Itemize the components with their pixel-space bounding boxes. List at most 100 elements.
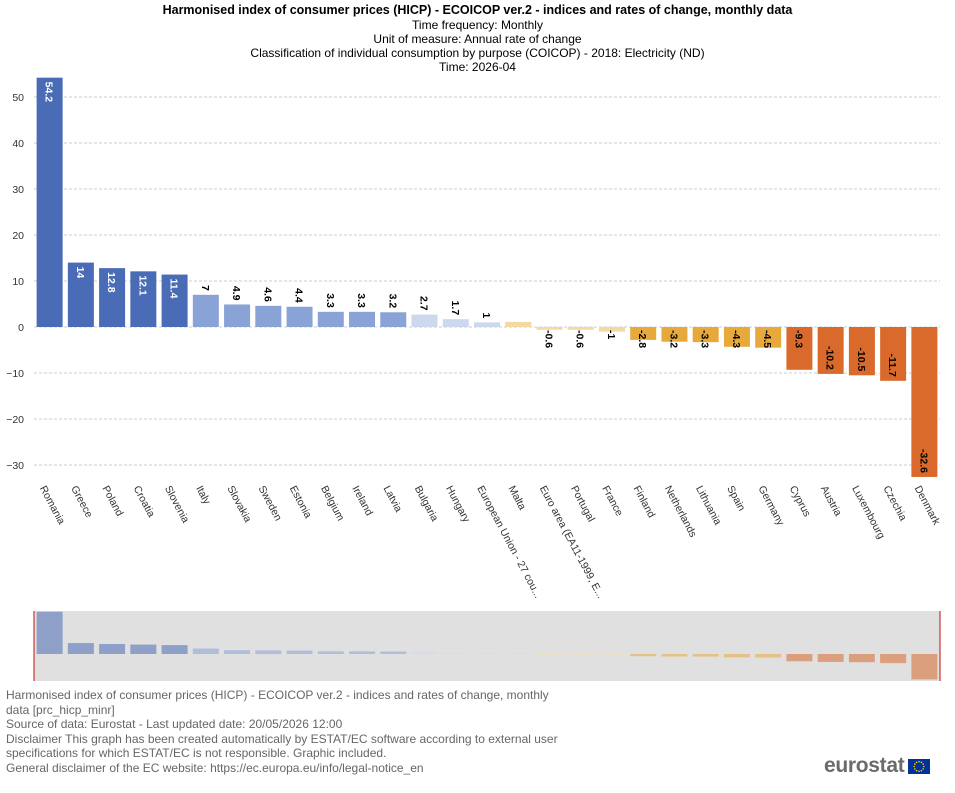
x-tick-label: Slovenia [162,484,192,525]
bar[interactable] [36,77,63,328]
x-tick-label: Ireland [349,484,375,518]
data-label: 1 [480,313,492,319]
flag-star [914,767,917,770]
flag-star [923,765,926,767]
y-tick-label: 0 [18,322,24,334]
footer-disclaimer-cont: specifications for which ESTAT/EC is not… [6,746,387,760]
navigator-bar [755,654,782,658]
bar[interactable] [880,327,907,381]
data-label: 14 [74,267,86,279]
x-tick-label: Portugal [568,484,597,524]
time-period: Time: 2026-04 [439,60,516,74]
navigator-bar [161,645,188,654]
bar[interactable] [67,262,94,327]
data-label: 2.7 [418,296,430,311]
x-tick-label: Euro area (EA11-1999, E... [537,484,607,601]
data-label: 4.4 [293,288,305,303]
bar[interactable] [598,327,625,332]
bar[interactable] [192,294,219,327]
y-tick-label: 20 [12,230,24,242]
x-tick-label: Croatia [131,484,158,520]
flag-star [913,765,916,767]
navigator-bar [442,652,469,654]
bar[interactable] [817,327,844,374]
x-tick-label: European Union - 27 cou... [474,484,544,600]
bar[interactable] [567,327,594,330]
bar[interactable] [661,327,688,342]
bar[interactable] [255,305,282,327]
bar[interactable] [224,304,251,327]
flag-star [916,769,918,771]
x-tick-label: Romania [37,484,67,527]
navigator-bar [911,654,938,680]
y-tick-label: 10 [12,276,24,288]
navigator-bar [692,654,719,657]
x-tick-label: Estonia [287,484,314,521]
navigator-bar [817,654,844,662]
data-label: 12.1 [136,275,148,296]
data-label: 3.3 [355,293,367,308]
footer-legal-link[interactable]: General disclaimer of the EC website: ht… [6,760,424,775]
bar[interactable] [786,327,813,370]
x-tick-label: Belgium [318,484,347,523]
data-label: 12.8 [105,272,117,293]
bar[interactable] [286,306,313,327]
bar[interactable] [505,321,532,327]
bar[interactable] [848,327,875,376]
range-navigator[interactable] [33,611,941,681]
x-tick-label: Bulgaria [412,484,441,524]
bar-chart: 50 40 30 20 10 0 −10 −20 −30 54.2 14 12.8 12.1 11.4 7… [6,77,943,681]
x-tick-label: Spain [724,484,747,513]
data-label: 1.7 [449,301,461,316]
bar[interactable] [474,322,500,327]
navigator-bar [99,644,126,654]
bar[interactable] [630,327,657,340]
navigator-bar [255,650,282,654]
navigator-bar [848,654,875,663]
x-tick-label: Austria [818,484,844,519]
navigator-bar [349,651,376,654]
bar[interactable] [99,268,126,327]
data-label: -10.2 [824,346,836,370]
navigator-bar [567,654,594,655]
x-tick-label: Greece [68,484,95,520]
bars[interactable] [36,77,938,477]
x-tick-label: Luxembourg [849,484,887,541]
data-label: -1 [605,330,617,339]
bar[interactable] [536,327,563,330]
bar[interactable] [317,311,344,327]
data-label: -0.6 [574,330,586,348]
unit-of-measure: Unit of measure: Annual rate of change [373,32,582,46]
data-label: -3.2 [667,330,679,348]
flag-star [918,760,921,762]
navigator-bar [723,654,750,658]
bar[interactable] [723,327,750,347]
bar[interactable] [692,327,719,343]
data-label: -10.5 [855,347,867,371]
navigator-bar [536,654,563,655]
time-frequency: Time frequency: Monthly [412,18,543,32]
bar[interactable] [161,274,188,327]
bar[interactable] [442,319,469,327]
eurostat-logo[interactable]: eurostat [824,754,931,778]
navigator-bar [630,654,657,657]
bar[interactable] [755,327,782,348]
x-tick-label: Italy [193,484,213,507]
logo-text: eurostat [824,754,905,777]
bar[interactable] [411,314,438,327]
bar[interactable] [349,311,376,327]
data-label: 4.6 [261,287,273,302]
navigator-bar [380,651,407,654]
bar[interactable] [911,327,938,477]
data-label: -9.3 [792,330,804,348]
navigator-bar [598,654,625,655]
x-tick-label: Poland [99,484,125,519]
bar[interactable] [380,312,407,327]
footer-dataset-code: data [prc_hicp_minr] [6,702,115,717]
classification: Classification of individual consumption… [250,46,705,60]
flag-star [922,767,925,770]
bar[interactable] [130,271,157,327]
y-tick-label: −10 [6,368,24,380]
data-label: 54.2 [43,82,55,103]
flag-star [922,762,925,765]
